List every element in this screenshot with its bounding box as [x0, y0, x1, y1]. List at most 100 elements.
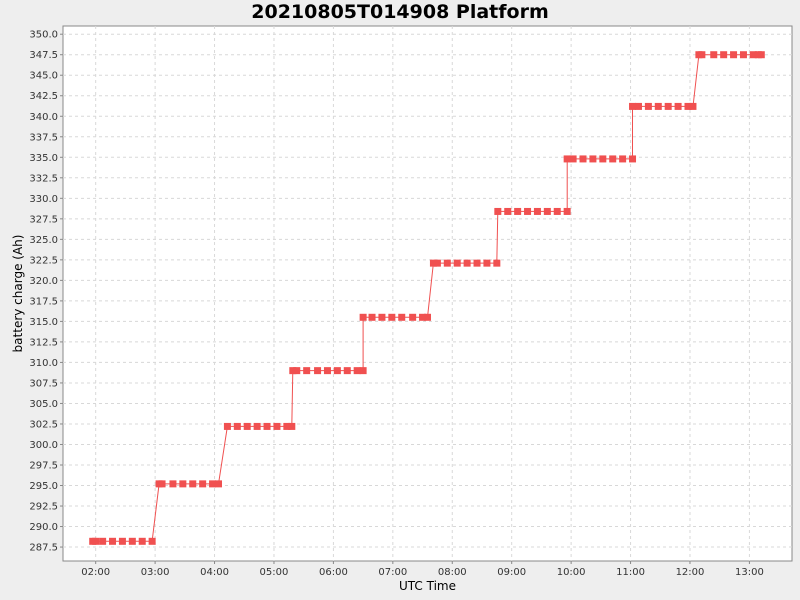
data-point: [533, 207, 541, 215]
x-axis-title: UTC Time: [399, 579, 456, 593]
data-point: [419, 313, 427, 321]
series-layer: [89, 51, 765, 545]
data-point: [720, 51, 728, 59]
y-tick-label: 300.0: [29, 440, 58, 451]
data-point: [494, 207, 502, 215]
x-axis: 02:00 03:00 04:00 05:00 06:00 07:00 08:00 09:00…: [81, 561, 764, 578]
x-tick-label: 06:00: [319, 567, 348, 578]
y-tick-label: 327.5: [29, 214, 58, 225]
data-point: [619, 155, 627, 163]
data-point: [253, 422, 261, 430]
data-point: [323, 367, 331, 375]
x-tick-label: 11:00: [616, 567, 645, 578]
y-tick-label: 305.0: [29, 399, 58, 410]
data-point: [179, 480, 187, 488]
data-point: [368, 313, 376, 321]
y-tick-label: 310.0: [29, 358, 58, 369]
data-point: [749, 51, 757, 59]
data-point: [128, 537, 136, 545]
data-point: [654, 102, 662, 110]
y-tick-label: 340.0: [29, 112, 58, 123]
x-tick-label: 02:00: [81, 567, 110, 578]
data-point: [563, 155, 571, 163]
y-tick-label: 287.5: [29, 543, 58, 554]
y-axis: 287.5 290.0 292.5 295.0 297.5 300.0 302.5 305.0…: [29, 30, 63, 554]
y-tick-label: 315.0: [29, 317, 58, 328]
data-point: [698, 51, 706, 59]
data-point: [223, 422, 231, 430]
data-point: [138, 537, 146, 545]
data-point: [314, 367, 322, 375]
data-point: [273, 422, 281, 430]
data-point: [463, 259, 471, 267]
y-tick-label: 330.0: [29, 194, 58, 205]
data-point: [92, 537, 100, 545]
data-point: [739, 51, 747, 59]
x-tick-label: 05:00: [260, 567, 289, 578]
data-point: [664, 102, 672, 110]
data-point: [148, 537, 156, 545]
data-point: [689, 102, 697, 110]
data-point: [215, 480, 223, 488]
data-point: [553, 207, 561, 215]
data-point: [629, 102, 637, 110]
y-tick-label: 307.5: [29, 378, 58, 389]
data-point: [504, 207, 512, 215]
x-tick-label: 13:00: [735, 567, 764, 578]
data-point: [599, 155, 607, 163]
data-point: [493, 259, 501, 267]
data-point: [288, 422, 296, 430]
y-tick-label: 335.0: [29, 153, 58, 164]
data-point: [514, 207, 522, 215]
grid-layer: [63, 26, 792, 561]
x-tick-label: 03:00: [141, 567, 170, 578]
y-tick-label: 312.5: [29, 337, 58, 348]
data-point: [118, 537, 126, 545]
data-point: [473, 259, 481, 267]
y-tick-label: 342.5: [29, 91, 58, 102]
data-point: [609, 155, 617, 163]
data-point: [433, 259, 441, 267]
data-point: [674, 102, 682, 110]
data-point: [169, 480, 177, 488]
y-tick-label: 290.0: [29, 522, 58, 533]
data-point: [243, 422, 251, 430]
data-point: [563, 207, 571, 215]
data-point: [353, 367, 361, 375]
data-point: [359, 313, 367, 321]
y-tick-label: 345.0: [29, 71, 58, 82]
x-tick-label: 07:00: [378, 567, 407, 578]
data-point: [644, 102, 652, 110]
data-point: [378, 313, 386, 321]
y-tick-label: 317.5: [29, 296, 58, 307]
y-tick-label: 347.5: [29, 50, 58, 61]
data-point: [293, 367, 301, 375]
y-tick-label: 325.0: [29, 235, 58, 246]
data-point: [109, 537, 117, 545]
data-point: [303, 367, 311, 375]
data-point: [333, 367, 341, 375]
y-tick-label: 320.0: [29, 276, 58, 287]
x-tick-label: 10:00: [557, 567, 586, 578]
data-point: [263, 422, 271, 430]
data-point: [409, 313, 417, 321]
data-point: [158, 480, 166, 488]
data-point: [730, 51, 738, 59]
data-point: [443, 259, 451, 267]
data-point: [283, 422, 291, 430]
x-tick-label: 08:00: [438, 567, 467, 578]
y-tick-label: 292.5: [29, 502, 58, 513]
data-point: [483, 259, 491, 267]
y-tick-label: 350.0: [29, 30, 58, 41]
data-point: [388, 313, 396, 321]
data-point: [684, 102, 692, 110]
x-tick-label: 12:00: [676, 567, 705, 578]
data-point: [429, 259, 437, 267]
data-point: [543, 207, 551, 215]
x-tick-label: 04:00: [200, 567, 229, 578]
data-point: [453, 259, 461, 267]
chart-title: 20210805T014908 Platform: [251, 1, 549, 23]
x-tick-label: 09:00: [497, 567, 526, 578]
data-point: [634, 102, 642, 110]
